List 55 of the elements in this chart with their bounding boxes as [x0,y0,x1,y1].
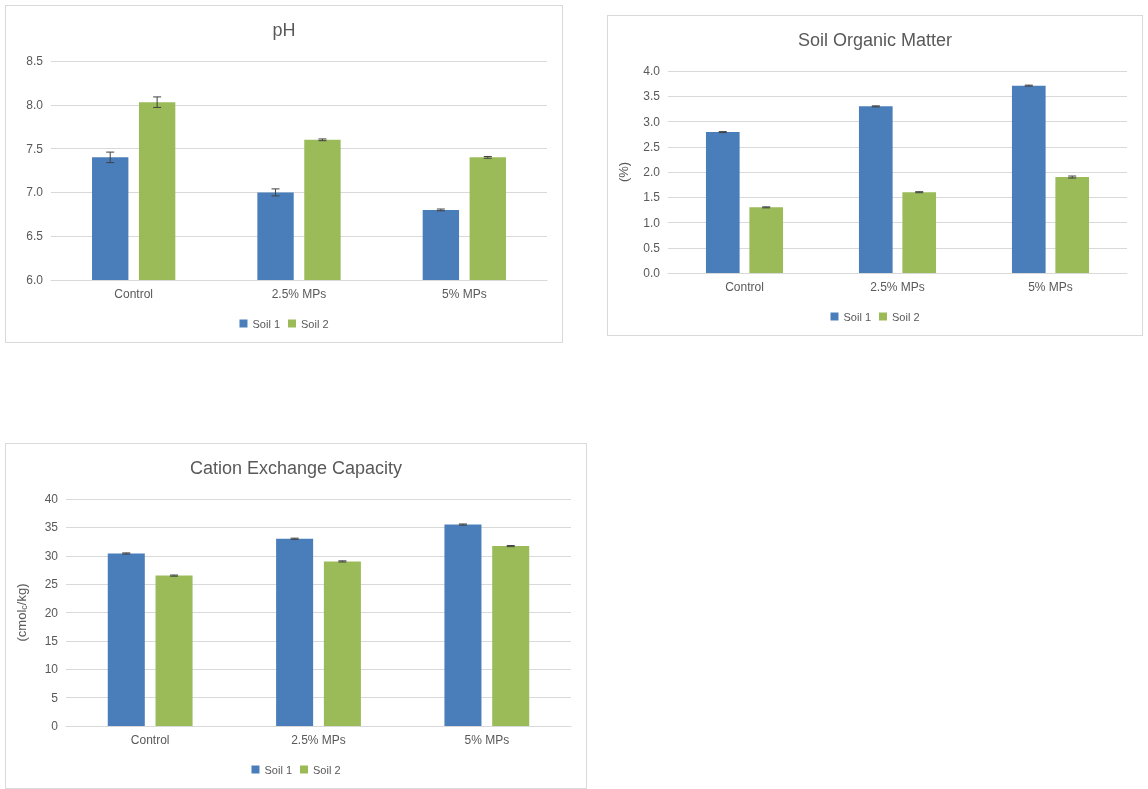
y-tick-label: 35 [44,520,59,535]
legend-label: Soil 1 [843,310,872,323]
chart-title: Soil Organic Matter [797,30,953,50]
y-tick-label: 20 [44,605,59,620]
bar [492,546,530,726]
y-tick-label: 6.0 [26,273,44,287]
bar [858,106,893,273]
x-tick-label: 5% MPs [441,287,487,301]
y-tick-label: 8.5 [26,54,44,68]
bar [155,575,193,726]
bar [705,132,740,273]
y-tick-label: 7.0 [26,185,44,200]
y-tick-label: 3.0 [643,114,661,129]
chart-title: pH [272,20,296,40]
bar [749,207,784,273]
y-tick-label: 10 [44,662,59,677]
bar [1055,177,1090,273]
y-tick-label: 5 [51,690,59,705]
legend-label: Soil 1 [264,763,293,776]
legend-label: Soil 2 [301,317,329,330]
y-tick-label: 0.5 [643,240,661,255]
legend-label: Soil 2 [892,310,920,323]
x-tick-label: Control [130,733,170,747]
y-tick-label: 30 [44,548,59,563]
y-tick-label: 7.5 [26,141,44,156]
x-tick-label: 2.5% MPs [870,280,925,294]
bar [276,538,314,726]
y-tick-label: 6.5 [26,229,44,244]
y-tick-label: 8.0 [26,97,44,112]
bar [107,553,145,726]
y-tick-label: 15 [44,633,59,648]
x-tick-label: Control [114,287,154,301]
y-axis-title: (%) [616,161,631,183]
x-tick-label: 2.5% MPs [291,733,346,747]
y-tick-label: 3.5 [643,89,661,104]
bar [323,561,361,726]
y-tick-label: 1.5 [643,190,661,205]
bar [902,192,937,273]
y-tick-label: 1.0 [643,215,661,230]
x-tick-label: 2.5% MPs [271,287,327,301]
x-tick-label: 5% MPs [1028,280,1073,294]
y-tick-label: 40 [44,492,59,506]
y-tick-label: 25 [44,577,59,592]
y-tick-label: 0 [51,719,59,733]
chart-title: Cation Exchange Capacity [189,458,403,478]
bar [444,524,482,726]
y-tick-label: 4.0 [643,64,661,78]
x-tick-label: 5% MPs [464,733,510,747]
legend-label: Soil 2 [313,763,341,776]
bar [1011,85,1046,273]
legend-label: Soil 1 [252,317,281,330]
y-tick-label: 2.0 [643,165,661,179]
y-tick-label: 2.5 [643,139,661,154]
x-tick-label: Control [725,280,764,294]
y-tick-label: 0.0 [643,266,661,280]
